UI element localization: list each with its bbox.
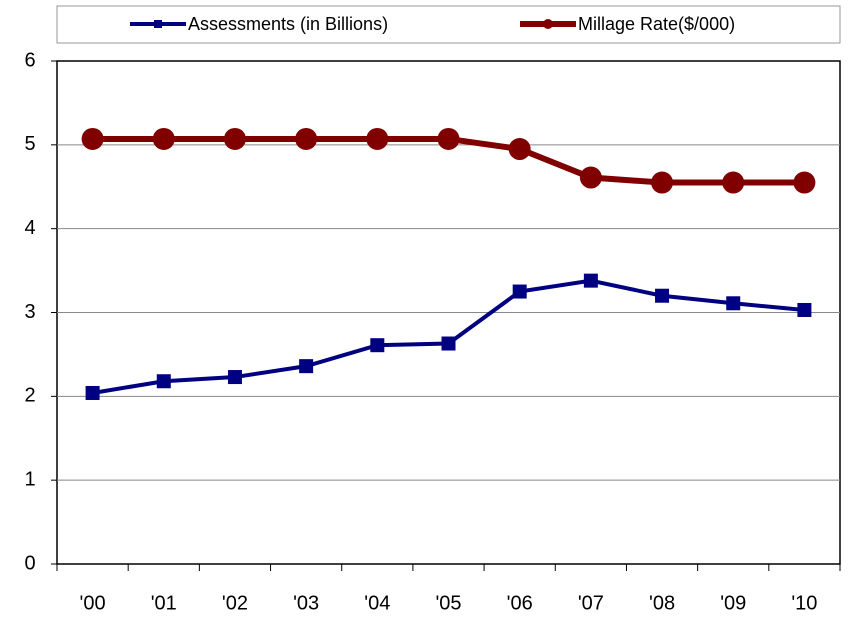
y-tick-label: 6: [24, 49, 35, 71]
data-point: [223, 127, 246, 150]
x-tick-label: '06: [507, 592, 533, 614]
data-point: [579, 166, 602, 189]
data-point: [295, 127, 318, 150]
data-point: [85, 385, 100, 400]
y-tick-label: 1: [24, 468, 35, 490]
x-tick-label: '00: [80, 592, 106, 614]
data-point: [441, 336, 456, 351]
y-tick-label: 4: [24, 217, 35, 239]
x-tick-label: '04: [364, 592, 390, 614]
data-point: [152, 127, 175, 150]
data-point: [651, 171, 674, 194]
data-point: [156, 374, 171, 389]
data-point: [227, 370, 242, 385]
legend-box: [56, 5, 841, 44]
data-point: [793, 171, 816, 194]
data-point: [370, 338, 385, 353]
x-tick-label: '07: [578, 592, 604, 614]
data-point: [299, 359, 314, 374]
data-point: [583, 273, 598, 288]
data-point: [437, 127, 460, 150]
legend-label: Assessments (in Billions): [188, 14, 388, 34]
data-point: [512, 284, 527, 299]
legend-marker: [543, 19, 553, 29]
x-tick-label: '01: [151, 592, 177, 614]
data-point: [81, 127, 104, 150]
x-tick-label: '05: [435, 592, 461, 614]
data-point: [797, 302, 812, 317]
x-tick-label: '08: [649, 592, 675, 614]
y-tick-label: 5: [24, 133, 35, 155]
x-tick-label: '02: [222, 592, 248, 614]
y-tick-label: 0: [24, 552, 35, 574]
x-tick-label: '10: [791, 592, 817, 614]
data-point: [722, 171, 745, 194]
legend-label: Millage Rate($/000): [578, 14, 735, 34]
y-tick-label: 2: [24, 385, 35, 407]
data-point: [655, 288, 670, 303]
data-point: [726, 296, 741, 311]
y-tick-label: 3: [24, 301, 35, 323]
data-point: [366, 127, 389, 150]
data-point: [508, 138, 531, 161]
x-tick-label: '09: [720, 592, 746, 614]
x-tick-label: '03: [293, 592, 319, 614]
legend-marker: [154, 20, 162, 28]
